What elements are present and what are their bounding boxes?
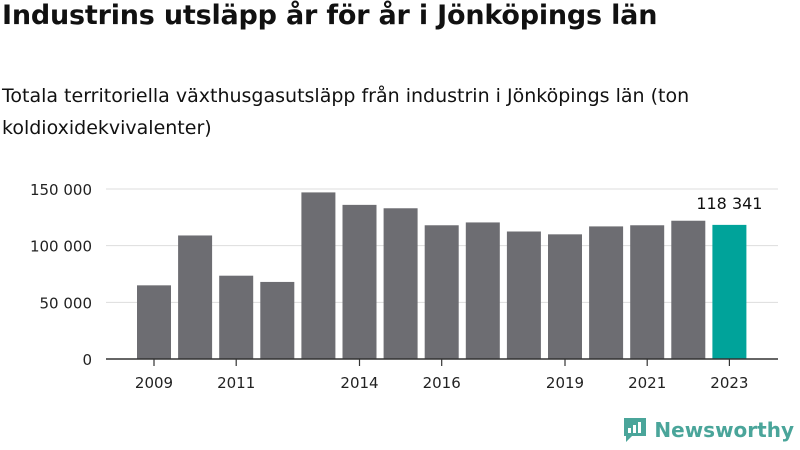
newsworthy-logo-icon bbox=[624, 418, 647, 442]
newsworthy-logo-text: Newsworthy bbox=[654, 418, 794, 442]
bar bbox=[630, 225, 665, 359]
bar bbox=[301, 192, 336, 359]
y-tick-label: 0 bbox=[82, 351, 92, 369]
bar bbox=[260, 281, 295, 359]
bar bbox=[219, 275, 254, 359]
highlight-data-label: 118 341 bbox=[696, 194, 762, 213]
x-tick-label: 2014 bbox=[340, 374, 378, 392]
bar bbox=[383, 208, 418, 359]
newsworthy-logo: Newsworthy bbox=[622, 416, 794, 444]
bar bbox=[342, 204, 377, 359]
bar bbox=[548, 234, 582, 359]
bar bbox=[506, 231, 541, 359]
x-tick-label: 2021 bbox=[628, 374, 666, 392]
y-tick-label: 100 000 bbox=[30, 238, 92, 256]
bar bbox=[589, 226, 624, 359]
bar bbox=[671, 220, 706, 359]
bar bbox=[465, 222, 500, 359]
y-tick-label: 50 000 bbox=[40, 294, 93, 312]
y-tick-label: 150 000 bbox=[30, 181, 92, 199]
bar bbox=[137, 285, 171, 359]
chart-subtitle: Totala territoriella växthusgasutsläpp f… bbox=[2, 85, 690, 139]
x-tick-label: 2016 bbox=[423, 374, 461, 392]
x-tick-label: 2019 bbox=[546, 374, 584, 392]
bar bbox=[424, 225, 459, 359]
bar-highlight bbox=[712, 224, 747, 359]
x-tick-label: 2011 bbox=[217, 374, 255, 392]
bar bbox=[178, 235, 213, 359]
x-tick-label: 2023 bbox=[710, 374, 748, 392]
chart-title: Industrins utsläpp år för år i Jönköping… bbox=[2, 0, 658, 31]
x-tick-label: 2009 bbox=[135, 374, 173, 392]
